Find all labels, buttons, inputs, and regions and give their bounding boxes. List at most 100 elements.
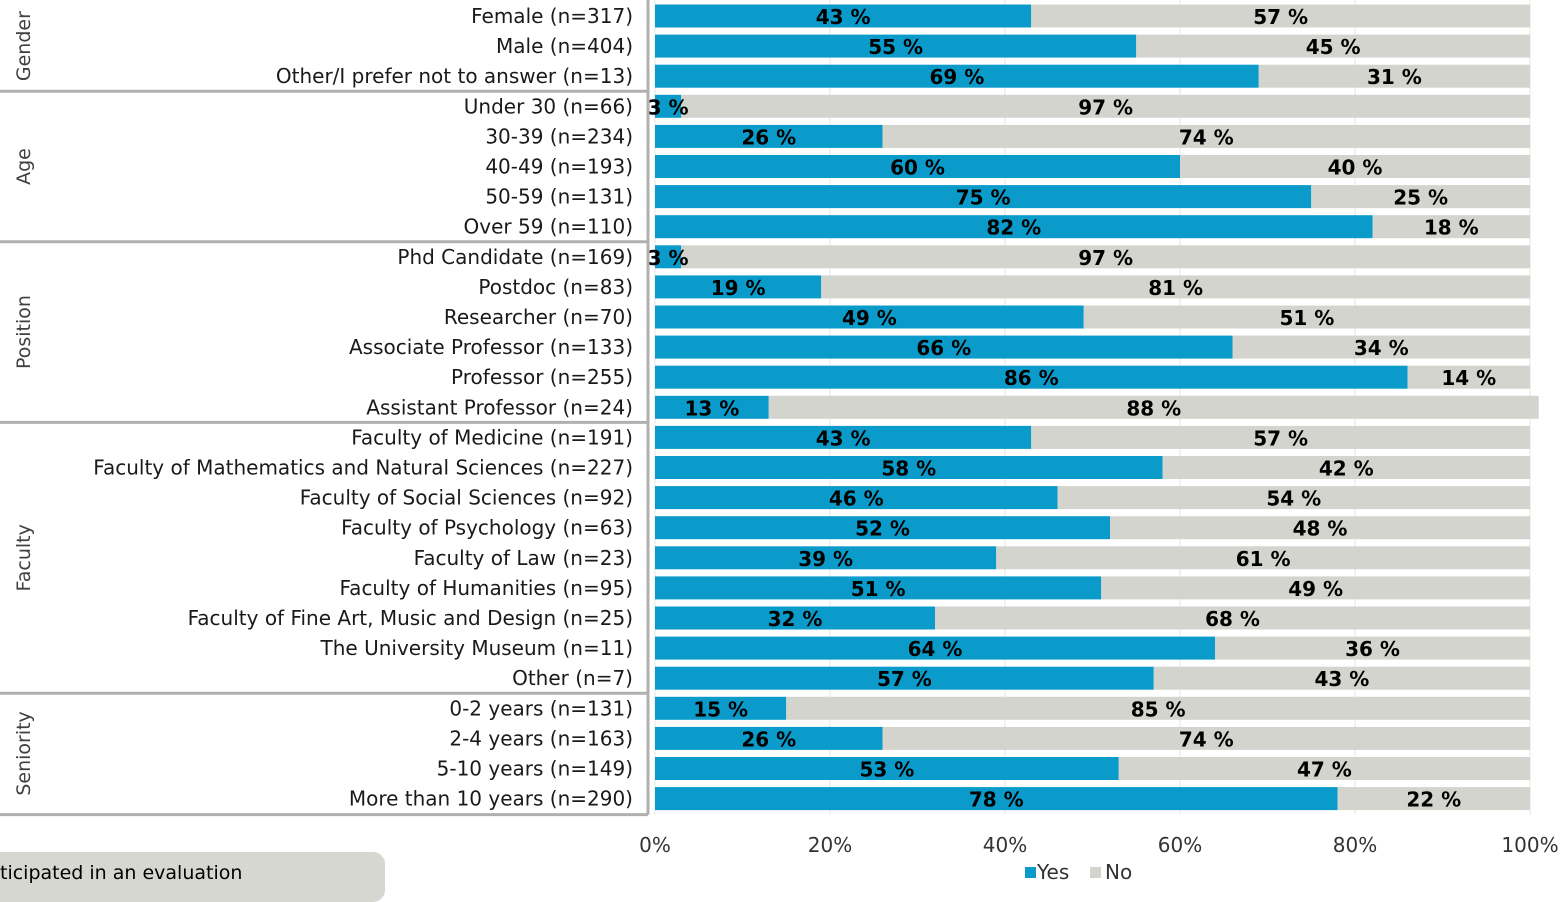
data-label-no: 97 %	[1078, 95, 1133, 119]
bar-no	[768, 395, 1539, 419]
data-label-yes: 3 %	[648, 95, 689, 119]
bar-yes	[655, 546, 997, 570]
data-label-yes: 39 %	[798, 547, 853, 571]
bar-yes	[655, 365, 1408, 389]
data-label-yes: 69 %	[929, 65, 984, 89]
bar-yes	[655, 456, 1163, 479]
data-label-no: 25 %	[1393, 186, 1448, 210]
category-label: The University Museum (n=11)	[320, 636, 633, 660]
category-label: Phd Candidate (n=169)	[397, 245, 633, 269]
data-label-no: 51 %	[1279, 306, 1334, 330]
bar-yes	[655, 335, 1233, 359]
bar-no	[681, 94, 1530, 118]
bar-no	[1101, 576, 1530, 600]
category-label: Postdoc (n=83)	[478, 275, 633, 299]
x-tick-label: 40%	[983, 833, 1027, 857]
category-label: Faculty of Medicine (n=191)	[351, 425, 633, 449]
bar-no	[1031, 4, 1530, 28]
data-label-yes: 78 %	[969, 788, 1024, 812]
bar-yes	[655, 124, 883, 148]
data-label-no: 34 %	[1354, 336, 1409, 360]
bar-no	[882, 124, 1530, 148]
category-label: Faculty of Mathematics and Natural Scien…	[93, 456, 633, 480]
data-label-no: 42 %	[1319, 457, 1374, 481]
group-label: Gender	[13, 11, 35, 81]
data-label-no: 36 %	[1345, 637, 1400, 661]
data-label-yes: 26 %	[741, 727, 796, 751]
data-label-no: 43 %	[1314, 667, 1369, 691]
category-label: 2-4 years (n=163)	[449, 726, 633, 750]
bar-yes	[655, 606, 935, 630]
data-label-yes: 49 %	[842, 306, 897, 330]
data-label-yes: 86 %	[1004, 366, 1059, 390]
bar-yes	[655, 245, 682, 269]
bar-no	[1136, 34, 1530, 58]
data-label-yes: 46 %	[829, 487, 884, 511]
data-label-yes: 57 %	[877, 667, 932, 691]
data-label-no: 74 %	[1179, 727, 1234, 751]
category-label: Assistant Professor (n=24)	[366, 395, 633, 419]
group-label: Position	[13, 295, 35, 369]
x-tick-label: 0%	[639, 833, 671, 857]
bar-no	[1337, 787, 1530, 811]
category-label: Other/I prefer not to answer (n=13)	[276, 64, 633, 88]
data-label-no: 14 %	[1441, 366, 1496, 390]
bar-no	[882, 726, 1530, 750]
group-label: Seniority	[13, 711, 35, 795]
bar-no	[1118, 757, 1530, 780]
data-label-yes: 58 %	[881, 457, 936, 481]
x-tick-label: 80%	[1333, 833, 1377, 857]
bar-yes	[655, 185, 1312, 209]
category-label: Faculty of Fine Art, Music and Design (n…	[188, 606, 633, 630]
bar-yes	[655, 486, 1058, 510]
data-label-yes: 15 %	[693, 697, 748, 721]
data-label-no: 45 %	[1306, 35, 1361, 59]
data-label-yes: 43 %	[816, 5, 871, 29]
group-label: Age	[13, 148, 35, 185]
data-label-no: 61 %	[1236, 547, 1291, 571]
data-label-no: 74 %	[1179, 125, 1234, 149]
data-label-yes: 66 %	[916, 336, 971, 360]
category-label: Other (n=7)	[512, 666, 633, 690]
bar-yes	[655, 395, 769, 419]
data-label-no: 68 %	[1205, 607, 1260, 631]
bar-no	[1215, 636, 1530, 660]
category-label: Associate Professor (n=133)	[349, 335, 633, 359]
bar-no	[1407, 365, 1530, 389]
bar-yes	[655, 305, 1084, 329]
data-label-yes: 52 %	[855, 517, 910, 541]
bar-yes	[655, 64, 1259, 88]
data-label-no: 47 %	[1297, 758, 1352, 782]
data-label-no: 57 %	[1253, 426, 1308, 450]
data-label-yes: 53 %	[859, 758, 914, 782]
data-label-yes: 51 %	[851, 577, 906, 601]
data-label-yes: 64 %	[908, 637, 963, 661]
x-tick-label: 60%	[1158, 833, 1202, 857]
bar-no	[1311, 185, 1530, 209]
data-label-no: 49 %	[1288, 577, 1343, 601]
data-label-no: 88 %	[1126, 396, 1181, 420]
data-label-no: 22 %	[1406, 788, 1461, 812]
bar-no	[1372, 215, 1530, 239]
data-label-no: 31 %	[1367, 65, 1422, 89]
footnote-text: ticipated in an evaluation	[0, 862, 243, 884]
bar-no	[1031, 425, 1530, 449]
bar-no	[935, 606, 1530, 630]
bar-yes	[655, 516, 1110, 540]
x-tick-label: 20%	[808, 833, 852, 857]
bar-yes	[655, 4, 1032, 28]
bar-yes	[655, 666, 1154, 690]
bar-no	[1083, 305, 1530, 329]
bar-yes	[655, 425, 1032, 449]
legend-label-no: No	[1105, 860, 1132, 884]
category-label: 50-59 (n=131)	[485, 185, 633, 209]
category-label: Over 59 (n=110)	[464, 215, 633, 239]
bar-no	[1180, 155, 1530, 178]
category-label: 5-10 years (n=149)	[437, 757, 633, 781]
data-label-no: 40 %	[1328, 156, 1383, 180]
bar-no	[681, 245, 1530, 269]
category-label: Researcher (n=70)	[444, 305, 633, 329]
bar-yes	[655, 696, 787, 720]
bar-no	[1110, 516, 1530, 540]
bar-yes	[655, 757, 1119, 780]
